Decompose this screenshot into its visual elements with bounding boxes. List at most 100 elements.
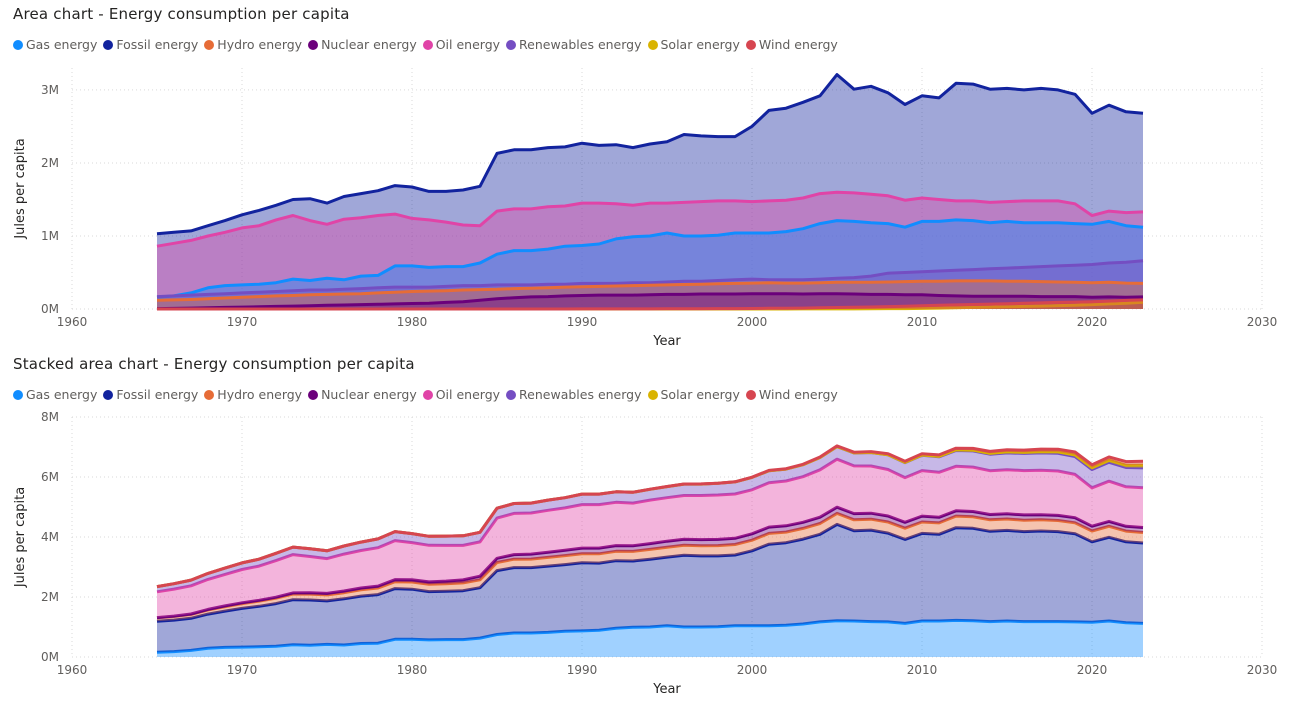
legend-item-gas[interactable]: Gas energy	[13, 387, 97, 402]
x-tick-label: 1980	[397, 315, 428, 329]
legend-marker	[103, 39, 114, 50]
legend-marker	[745, 39, 756, 50]
line-nuclear-energy	[156, 505, 1144, 620]
legend-label: Oil energy	[435, 37, 501, 52]
x-tick-label: 2020	[1077, 315, 1108, 329]
area-chart-plot[interactable]: 0M 1M 2M 3M 1960 1970 1980 1990 2000 2010 2020 2030…	[0, 0, 1294, 350]
area-fossil-energy	[157, 524, 1143, 653]
line-renewables-energy	[156, 259, 1144, 299]
y-tick-label: 2M	[41, 156, 59, 170]
x-tick-label: 2000	[737, 315, 768, 329]
x-tick-label: 1970	[227, 315, 258, 329]
legend-marker	[647, 39, 658, 50]
legend-marker	[308, 39, 319, 50]
legend-marker	[308, 389, 319, 400]
line-oil-energy	[156, 190, 1144, 248]
legend-label: Wind energy	[758, 37, 838, 52]
y-tick-label: 1M	[41, 229, 59, 243]
x-tick-label: 2000	[737, 663, 768, 677]
legend-item-hydro[interactable]: Hydro energy	[204, 37, 302, 52]
y-tick-label: 3M	[41, 83, 59, 97]
line-wind-energy	[156, 444, 1144, 589]
x-tick-label: 1970	[227, 663, 258, 677]
legend-marker	[204, 389, 215, 400]
area-oil-energy	[157, 459, 1143, 618]
y-tick-label: 0M	[41, 650, 59, 664]
legend-label: Fossil energy	[116, 37, 199, 52]
legend-item-nuclear[interactable]: Nuclear energy	[308, 37, 417, 52]
legend-label: Solar energy	[660, 387, 740, 402]
legend-label: Gas energy	[26, 37, 98, 52]
line-fossil-energy	[156, 73, 1144, 236]
area-solar-energy	[157, 302, 1143, 309]
x-axis-title: Year	[652, 682, 681, 697]
legend-marker	[422, 39, 433, 50]
line-wind-energy	[157, 298, 1144, 311]
area-hydro-energy	[157, 513, 1143, 622]
legend-label: Nuclear energy	[321, 37, 417, 52]
y-tick-label: 0M	[41, 302, 59, 316]
legend-item-solar[interactable]: Solar energy	[647, 37, 740, 52]
legend-marker	[103, 389, 114, 400]
legend-label: Oil energy	[435, 387, 501, 402]
legend-item-fossil[interactable]: Fossil energy	[103, 387, 198, 402]
legend-item-fossil[interactable]: Fossil energy	[103, 37, 198, 52]
legend-marker	[647, 389, 658, 400]
chart-legend[interactable]: Gas energy Fossil energy Hydro energy Nu…	[13, 37, 844, 52]
x-tick-label: 2010	[907, 315, 938, 329]
stacked-area-chart-plot[interactable]: 0M 2M 4M 6M 8M 1960 1970 1980 1990 2000 2010 2020 20…	[0, 350, 1294, 703]
legend-item-renewables[interactable]: Renewables energy	[506, 387, 642, 402]
legend-label: Fossil energy	[116, 387, 199, 402]
stacked-area-chart-panel: Stacked area chart - Energy consumption …	[0, 350, 1294, 703]
legend-item-gas[interactable]: Gas energy	[13, 37, 97, 52]
y-tick-label: 4M	[41, 530, 59, 544]
area-nuclear-energy	[157, 507, 1143, 618]
legend-label: Solar energy	[660, 37, 740, 52]
area-oil-energy	[157, 192, 1143, 309]
legend-label: Nuclear energy	[321, 387, 417, 402]
x-tick-label: 1960	[57, 315, 88, 329]
legend-item-hydro[interactable]: Hydro energy	[204, 387, 302, 402]
x-tick-label: 2020	[1077, 663, 1108, 677]
line-gas-energy	[156, 618, 1144, 654]
x-tick-label: 1990	[567, 663, 598, 677]
y-axis-title: Jules per capita	[13, 138, 28, 239]
legend-item-oil[interactable]: Oil energy	[422, 37, 501, 52]
area-fossil-energy	[157, 74, 1143, 309]
legend-label: Hydro energy	[217, 37, 303, 52]
chart-title: Area chart - Energy consumption per capi…	[13, 5, 350, 23]
chart-legend[interactable]: Gas energy Fossil energy Hydro energy Nu…	[13, 387, 844, 402]
y-tick-label: 6M	[41, 470, 59, 484]
legend-item-wind[interactable]: Wind energy	[745, 387, 838, 402]
area-renewables-energy	[157, 446, 1143, 592]
x-tick-label: 2030	[1247, 315, 1278, 329]
x-tick-label: 2010	[907, 663, 938, 677]
legend-marker	[13, 389, 23, 400]
x-tick-label: 1980	[397, 663, 428, 677]
legend-label: Hydro energy	[217, 387, 303, 402]
legend-marker	[745, 389, 756, 400]
legend-label: Renewables energy	[519, 37, 642, 52]
legend-item-renewables[interactable]: Renewables energy	[506, 37, 642, 52]
legend-label: Gas energy	[26, 387, 98, 402]
y-tick-label: 2M	[41, 590, 59, 604]
legend-marker	[13, 39, 23, 50]
area-chart-panel: Area chart - Energy consumption per capi…	[0, 0, 1294, 350]
legend-marker	[204, 39, 215, 50]
line-oil-energy	[156, 457, 1144, 594]
x-axis-title: Year	[652, 334, 681, 349]
x-tick-label: 2030	[1247, 663, 1278, 677]
y-tick-label: 8M	[41, 410, 59, 424]
chart-title: Stacked area chart - Energy consumption …	[13, 355, 415, 373]
legend-item-solar[interactable]: Solar energy	[647, 387, 740, 402]
legend-label: Wind energy	[758, 387, 838, 402]
x-tick-label: 1960	[57, 663, 88, 677]
line-gas-energy	[156, 218, 1144, 299]
y-axis-title: Jules per capita	[13, 487, 28, 588]
x-tick-label: 1990	[567, 315, 598, 329]
legend-item-wind[interactable]: Wind energy	[745, 37, 838, 52]
line-nuclear-energy	[156, 292, 1144, 311]
legend-item-nuclear[interactable]: Nuclear energy	[308, 387, 417, 402]
area-gas-energy	[157, 620, 1143, 657]
legend-item-oil[interactable]: Oil energy	[422, 387, 501, 402]
